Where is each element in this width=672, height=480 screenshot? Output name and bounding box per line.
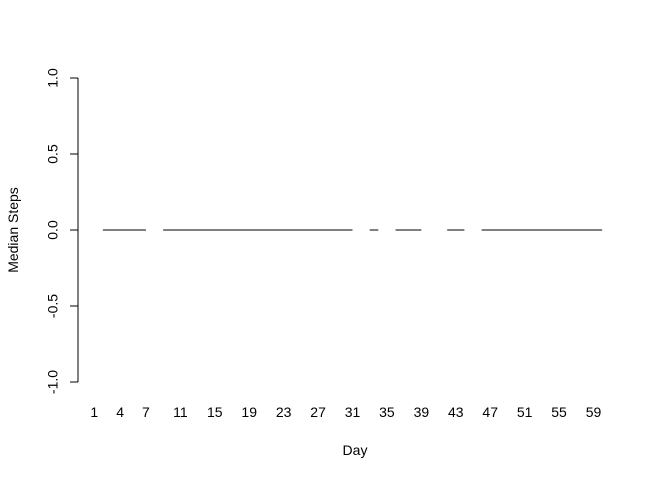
y-axis: -1.0 -0.5 0.0 0.5 1.0: [45, 68, 79, 394]
x-tick-label: 27: [310, 404, 326, 420]
x-tick-label: 55: [551, 404, 567, 420]
y-tick-label: 0.0: [45, 220, 61, 240]
x-tick-label: 47: [482, 404, 498, 420]
x-tick-label: 39: [414, 404, 430, 420]
x-tick-label: 19: [241, 404, 257, 420]
x-tick-label: 15: [207, 404, 223, 420]
x-tick-label: 35: [379, 404, 395, 420]
x-tick-label: 59: [586, 404, 602, 420]
x-axis: 1 4 7 11 15 19 23 27 31 35 39 43 47 51 55 59: [90, 404, 601, 420]
x-tick-label: 43: [448, 404, 464, 420]
y-tick-label: -0.5: [45, 294, 61, 318]
y-tick-label: 1.0: [45, 68, 61, 88]
x-tick-label: 7: [142, 404, 150, 420]
y-tick-label: -1.0: [45, 370, 61, 394]
x-tick-label: 51: [517, 404, 533, 420]
x-axis-title: Day: [343, 442, 368, 458]
x-tick-label: 1: [90, 404, 98, 420]
y-axis-title: Median Steps: [5, 187, 21, 273]
x-tick-label: 4: [116, 404, 124, 420]
x-tick-label: 23: [276, 404, 292, 420]
y-tick-label: 0.5: [45, 144, 61, 164]
x-tick-label: 31: [345, 404, 361, 420]
x-tick-label: 11: [173, 404, 188, 420]
